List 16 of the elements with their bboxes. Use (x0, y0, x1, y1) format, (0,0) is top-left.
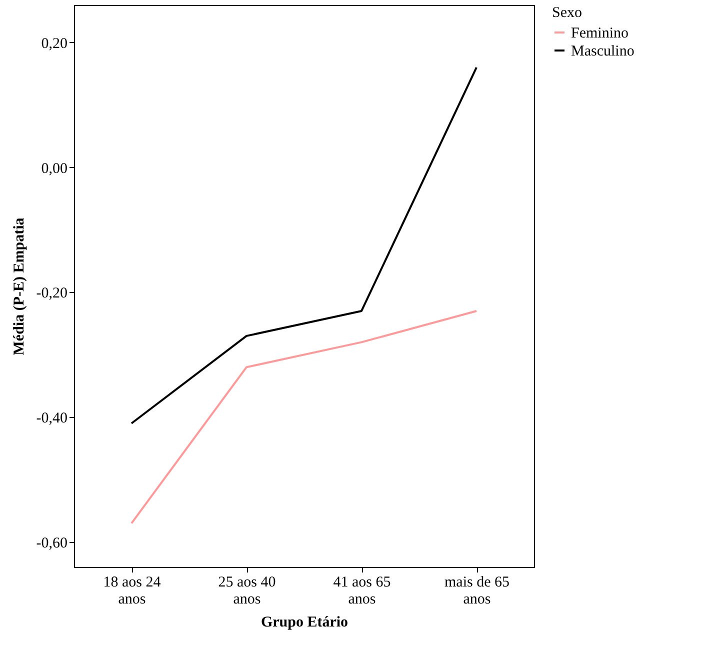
x-tick-label: 25 aos 40 anos (218, 574, 276, 608)
y-tick-label: -0,60 (36, 536, 68, 552)
y-tick-label: -0,40 (36, 410, 68, 427)
x-axis-title: Grupo Etário (260, 614, 348, 630)
x-tick-label: 18 aos 24 anos (103, 574, 162, 608)
legend-title: Sexo (552, 5, 582, 21)
x-tick-label: 41 aos 65 anos (333, 574, 391, 608)
x-tick-label: mais de 65 anos (444, 574, 510, 608)
line-series (130, 310, 478, 524)
legend-label: Feminino (571, 26, 629, 42)
y-tick-label: -0,20 (36, 286, 68, 302)
y-axis-title: Média (P-E) Empatia (11, 217, 28, 356)
legend-label: Masculino (571, 44, 634, 60)
line-series (130, 66, 478, 424)
y-tick-label: 0,00 (41, 160, 68, 177)
y-tick-label: 0,20 (41, 36, 68, 52)
